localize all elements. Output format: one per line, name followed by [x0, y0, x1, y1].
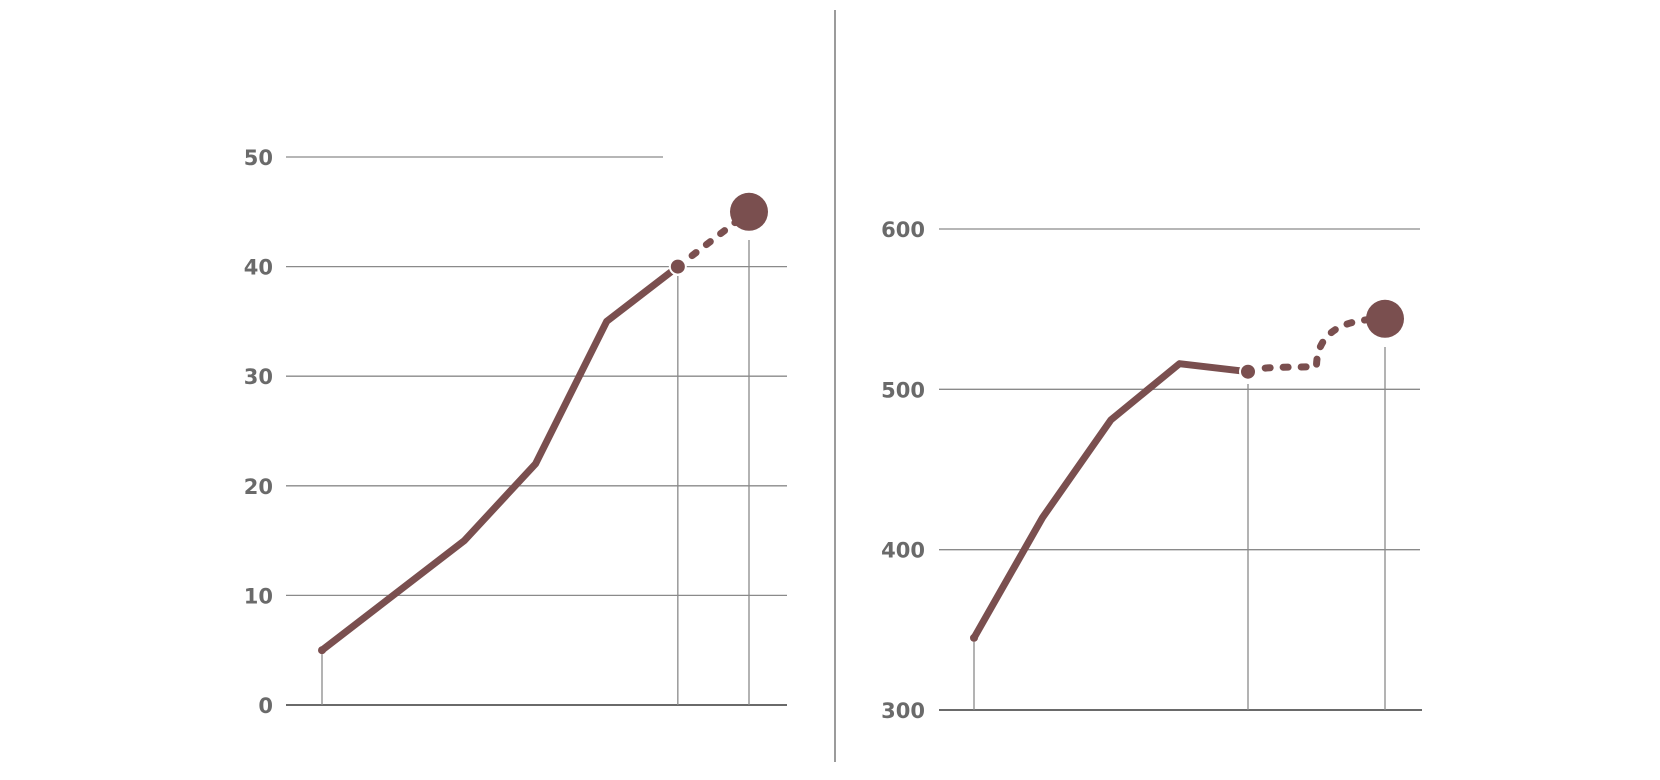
series-line: [970, 360, 1252, 642]
y-tick-label: 30: [244, 365, 273, 389]
right-chart: 300 400 500 600: [881, 218, 1422, 723]
projected-point: [730, 192, 768, 231]
data-point: [318, 646, 326, 655]
projected-point: [1366, 299, 1404, 338]
projected-line: [1244, 315, 1389, 376]
y-tick-label: 400: [881, 539, 925, 563]
data-point: [970, 633, 978, 642]
y-tick-label: 20: [244, 475, 273, 499]
y-tick-label: 40: [244, 256, 273, 280]
series-line: [318, 263, 682, 654]
y-tick-label: 300: [881, 699, 925, 723]
y-tick-label: 50: [244, 146, 273, 170]
data-point: [668, 257, 687, 276]
y-tick-label: 500: [881, 378, 925, 402]
left-chart: 0 10 20 30 40 50: [244, 146, 787, 718]
y-tick-label: 10: [244, 584, 273, 608]
y-tick-label: 0: [258, 694, 273, 718]
data-point: [1239, 362, 1257, 381]
y-tick-label: 600: [881, 218, 925, 242]
